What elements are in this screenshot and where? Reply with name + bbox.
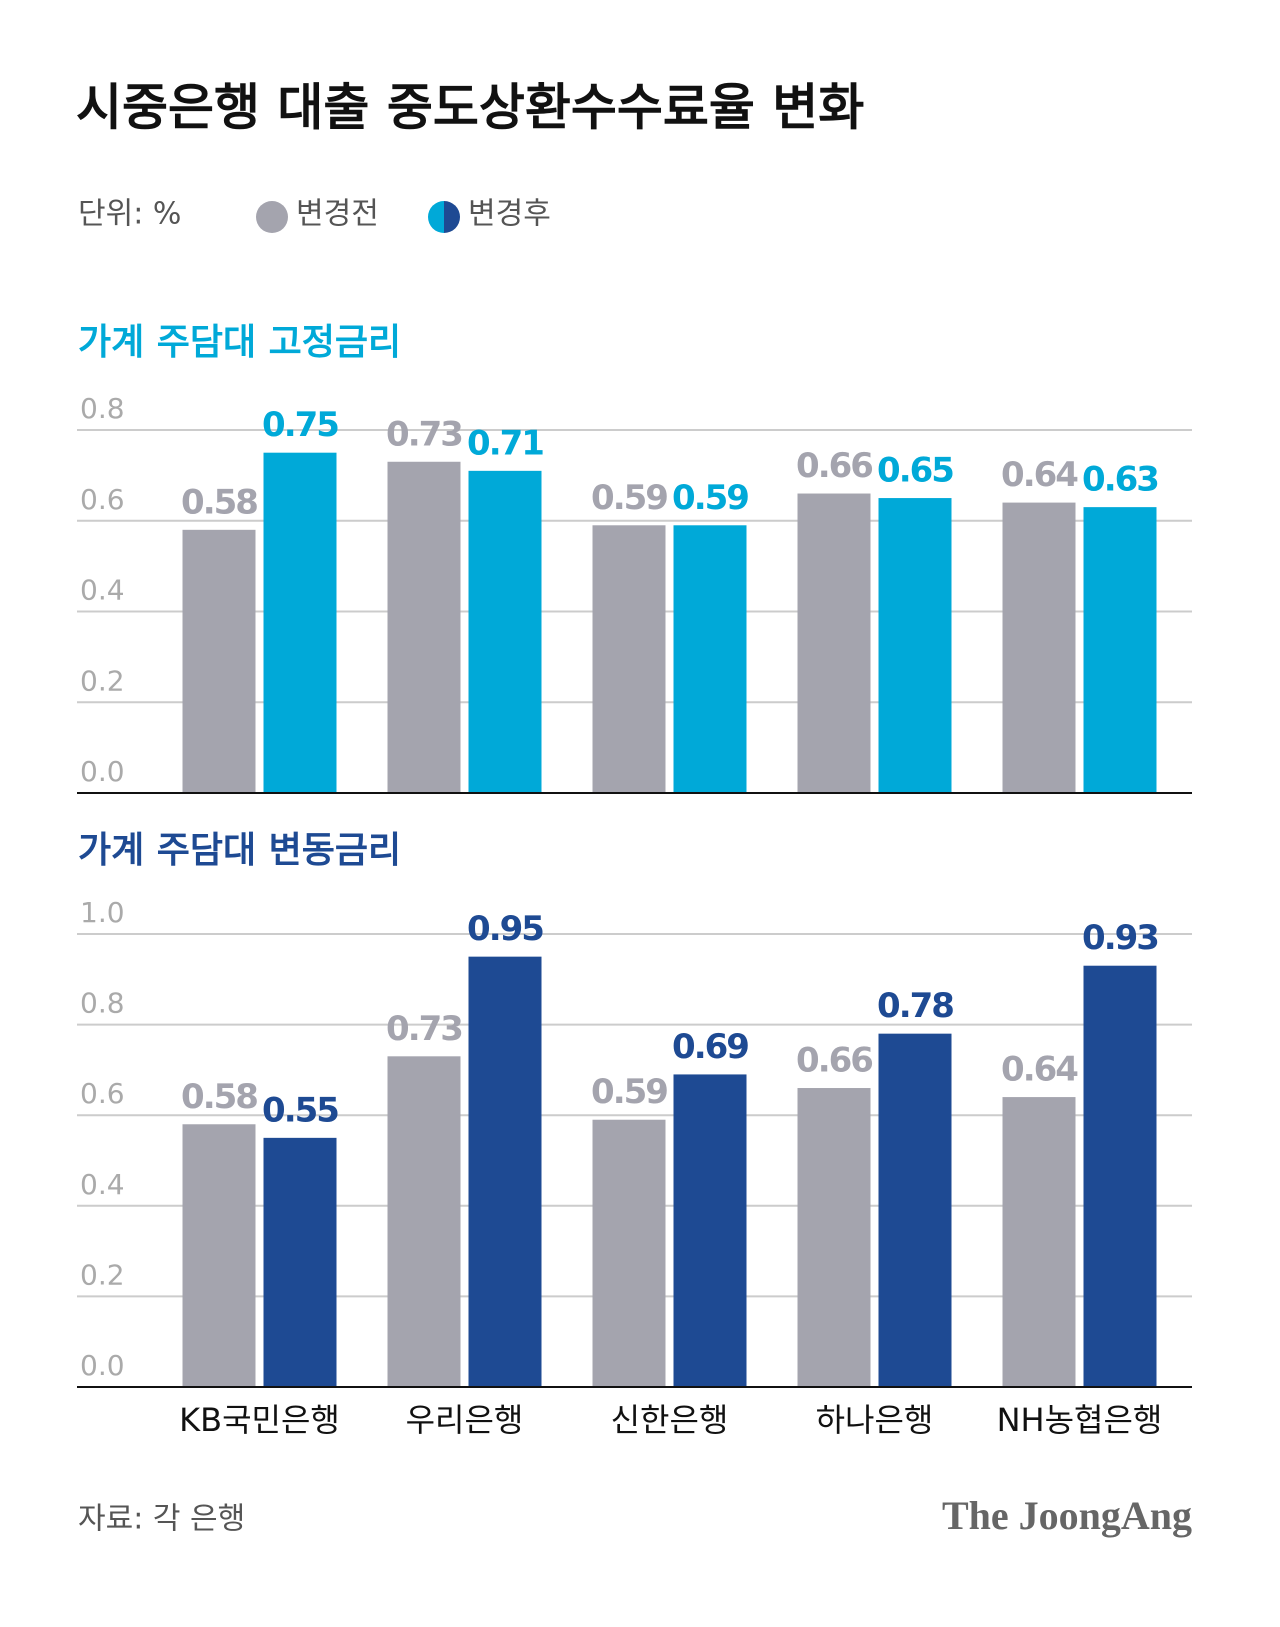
y-tick-label: 0.4 — [80, 574, 125, 607]
bar — [673, 525, 747, 793]
value-label: 0.59 — [591, 1072, 667, 1112]
source: 자료: 각 은행 — [78, 1502, 245, 1537]
y-tick-label: 1.0 — [80, 896, 125, 929]
value-label: 0.93 — [1082, 918, 1158, 958]
value-label: 0.73 — [386, 1009, 462, 1049]
bar — [1002, 1097, 1076, 1387]
value-label: 0.63 — [1082, 460, 1158, 500]
value-label: 0.55 — [262, 1090, 338, 1130]
x-tick-label: 우리은행 — [406, 1401, 524, 1439]
logo: The JoongAng — [942, 1493, 1192, 1538]
x-tick-label: 신한은행 — [611, 1401, 729, 1439]
bar — [1083, 965, 1157, 1387]
legend-swatch — [428, 201, 444, 233]
bar — [1002, 502, 1076, 793]
legend-label: 변경전 — [296, 197, 379, 232]
y-tick-label: 0.6 — [80, 483, 125, 516]
y-tick-label: 0.6 — [80, 1077, 125, 1110]
legend-swatch — [444, 201, 460, 233]
y-tick-label: 0.2 — [80, 664, 125, 697]
value-label: 0.58 — [181, 482, 257, 522]
value-label: 0.64 — [1001, 455, 1078, 495]
value-label: 0.64 — [1001, 1050, 1078, 1090]
x-tick-label: KB국민은행 — [179, 1401, 340, 1439]
bar — [592, 1119, 666, 1387]
value-label: 0.65 — [877, 451, 953, 491]
x-tick-label: 하나은행 — [816, 1401, 934, 1439]
value-label: 0.78 — [877, 986, 953, 1026]
bar — [468, 956, 542, 1387]
value-label: 0.75 — [262, 405, 338, 445]
y-tick-label: 0.0 — [80, 1349, 125, 1382]
value-label: 0.58 — [181, 1077, 257, 1117]
bar — [797, 1088, 871, 1387]
bar — [387, 461, 461, 793]
title: 시중은행 대출 중도상환수수료율 변화 — [76, 79, 864, 137]
value-label: 0.71 — [467, 423, 543, 463]
bar — [592, 525, 666, 793]
chart-title: 가계 주담대 변동금리 — [78, 830, 401, 871]
bar — [797, 493, 871, 793]
bar — [673, 1074, 747, 1387]
value-label: 0.59 — [672, 478, 748, 518]
bar — [182, 1124, 256, 1387]
bar — [182, 529, 256, 793]
value-label: 0.66 — [796, 1041, 872, 1081]
bar — [263, 1137, 337, 1387]
value-label: 0.66 — [796, 446, 872, 486]
y-tick-label: 0.8 — [80, 392, 125, 425]
value-label: 0.59 — [591, 478, 667, 518]
unit-label: 단위: % — [78, 197, 181, 232]
bar — [878, 1033, 952, 1387]
value-label: 0.95 — [467, 909, 543, 949]
y-tick-label: 0.2 — [80, 1258, 125, 1291]
value-label: 0.73 — [386, 414, 462, 454]
chart-title: 가계 주담대 고정금리 — [78, 322, 401, 363]
y-tick-label: 0.0 — [80, 755, 125, 788]
y-tick-label: 0.4 — [80, 1168, 125, 1201]
bar — [878, 498, 952, 793]
y-tick-label: 0.8 — [80, 987, 125, 1020]
bar — [1083, 507, 1157, 793]
value-label: 0.69 — [672, 1027, 748, 1067]
bar — [468, 470, 542, 793]
bar — [387, 1056, 461, 1387]
legend-swatch — [256, 201, 288, 233]
bar — [263, 452, 337, 793]
legend-label: 변경후 — [468, 197, 551, 232]
x-tick-label: NH농협은행 — [997, 1401, 1163, 1439]
